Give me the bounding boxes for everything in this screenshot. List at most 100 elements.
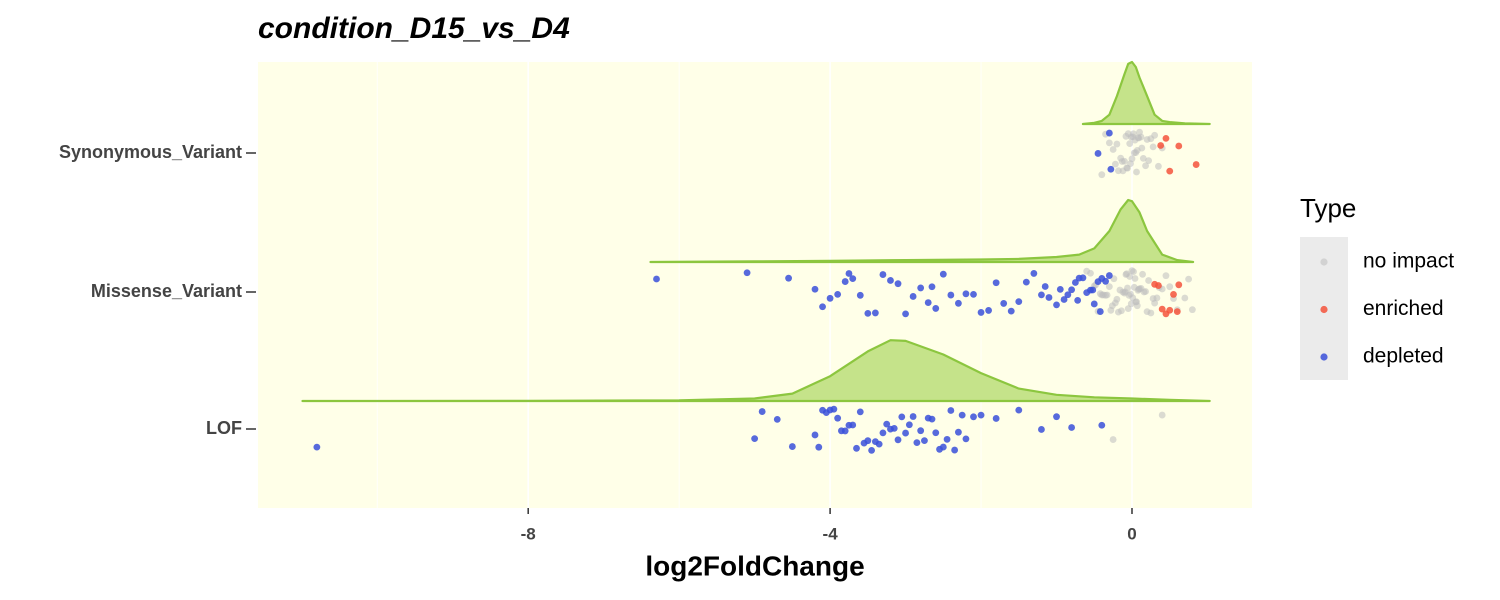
point bbox=[943, 435, 951, 443]
point bbox=[992, 279, 1000, 287]
point bbox=[1068, 424, 1076, 431]
point bbox=[921, 437, 928, 445]
point bbox=[811, 431, 819, 439]
x-tick-label: 0 bbox=[1127, 524, 1136, 543]
point bbox=[868, 446, 876, 454]
point bbox=[845, 270, 853, 277]
point bbox=[1166, 306, 1174, 314]
point bbox=[955, 299, 962, 307]
point bbox=[1158, 305, 1166, 313]
point bbox=[1133, 302, 1141, 310]
chart-title: condition_D15_vs_D4 bbox=[258, 12, 570, 45]
point bbox=[1015, 298, 1023, 306]
point bbox=[883, 420, 891, 428]
point bbox=[1022, 278, 1030, 286]
point bbox=[1138, 144, 1146, 152]
point bbox=[913, 439, 921, 447]
point bbox=[1181, 294, 1189, 302]
point bbox=[1103, 291, 1111, 299]
point bbox=[887, 277, 894, 284]
point bbox=[875, 440, 883, 448]
point bbox=[1111, 160, 1119, 168]
point bbox=[902, 429, 909, 437]
point bbox=[894, 436, 902, 444]
point bbox=[932, 429, 940, 437]
point bbox=[849, 421, 857, 429]
point bbox=[1118, 158, 1126, 165]
point bbox=[1147, 309, 1155, 317]
point bbox=[947, 291, 955, 299]
point bbox=[1087, 269, 1094, 277]
legend-label: depleted bbox=[1363, 345, 1444, 368]
point bbox=[1107, 165, 1115, 173]
legend-label: no impact bbox=[1363, 250, 1454, 273]
point bbox=[1145, 277, 1152, 284]
point bbox=[1139, 154, 1147, 162]
point bbox=[1074, 297, 1082, 304]
point bbox=[1105, 129, 1113, 137]
point bbox=[1166, 167, 1174, 175]
point bbox=[1131, 275, 1139, 282]
point bbox=[1053, 301, 1060, 309]
point bbox=[1041, 283, 1049, 290]
point bbox=[1185, 275, 1193, 283]
point bbox=[785, 274, 792, 282]
point bbox=[1090, 300, 1098, 308]
point bbox=[871, 309, 879, 317]
point bbox=[1142, 162, 1149, 170]
point bbox=[1130, 149, 1138, 157]
point bbox=[1015, 406, 1023, 414]
point bbox=[932, 305, 940, 312]
point bbox=[1151, 131, 1159, 139]
point bbox=[1109, 146, 1117, 153]
point bbox=[928, 415, 936, 423]
point bbox=[1162, 134, 1170, 142]
point bbox=[905, 421, 913, 429]
point bbox=[962, 290, 970, 298]
panel-background bbox=[258, 62, 1252, 508]
point bbox=[758, 408, 766, 415]
point bbox=[909, 413, 917, 420]
point bbox=[1192, 161, 1200, 168]
point bbox=[1079, 274, 1087, 282]
point bbox=[977, 309, 985, 316]
point bbox=[902, 310, 909, 318]
point bbox=[849, 275, 857, 283]
point bbox=[1056, 285, 1064, 293]
point bbox=[879, 271, 887, 278]
point bbox=[853, 444, 860, 452]
legend-title: Type bbox=[1300, 193, 1356, 223]
point bbox=[1134, 134, 1142, 142]
density bbox=[1081, 60, 1211, 126]
point bbox=[856, 408, 864, 416]
y-tick-label: LOF bbox=[206, 418, 242, 438]
point bbox=[1155, 162, 1162, 170]
point bbox=[819, 303, 826, 311]
point bbox=[1060, 296, 1068, 303]
point bbox=[955, 428, 962, 436]
point bbox=[773, 415, 781, 423]
x-tick-label: -4 bbox=[823, 524, 839, 543]
point bbox=[1153, 294, 1161, 302]
point bbox=[743, 269, 751, 277]
point bbox=[1142, 288, 1149, 295]
point bbox=[970, 413, 977, 421]
point bbox=[751, 435, 759, 442]
point bbox=[1173, 308, 1181, 316]
point bbox=[970, 290, 977, 298]
point bbox=[909, 293, 917, 300]
x-tick-label: -8 bbox=[521, 524, 536, 543]
y-tick-label: Missense_Variant bbox=[91, 281, 242, 301]
point bbox=[1113, 140, 1121, 148]
point bbox=[1068, 286, 1076, 294]
point bbox=[1007, 307, 1015, 315]
point bbox=[811, 285, 819, 293]
point bbox=[1038, 291, 1045, 299]
point bbox=[1064, 291, 1072, 299]
point bbox=[951, 446, 959, 454]
point bbox=[1126, 273, 1134, 280]
point bbox=[977, 411, 985, 419]
point bbox=[1118, 307, 1125, 315]
point bbox=[1126, 140, 1134, 147]
